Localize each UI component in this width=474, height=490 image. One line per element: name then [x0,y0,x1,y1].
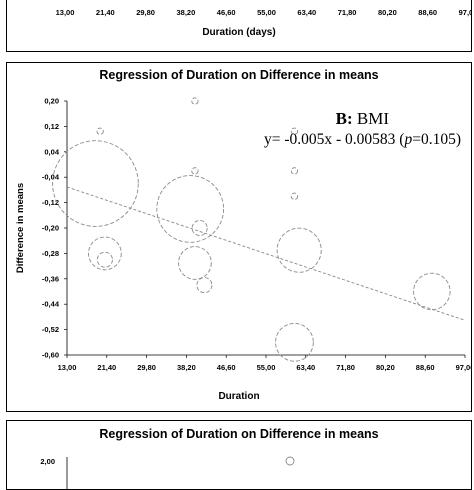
data-bubble [290,192,299,200]
p-symbol: p [404,131,413,148]
bottom-chart-panel: Regression of Duration on Difference in … [6,420,472,490]
regression-line-path [66,186,466,321]
top-x-tick-label: 21,40 [96,8,115,17]
top-chart-panel: 13,00 21,40 29,80 38,20 46,60 55,00 63,40 71,80… [6,0,472,52]
chart-title: Regression of Duration on Difference in … [99,68,379,82]
y-tick-label: -0,04 [42,173,60,182]
x-tick-label: 88,60 [416,363,435,372]
x-tick-label: 29,80 [137,363,156,372]
data-bubble [191,97,199,105]
x-tick-label: 63,40 [296,363,315,372]
data-bubble [96,251,113,268]
data-bubble [96,127,104,135]
y-tick-label: 0,20 [44,97,59,106]
top-chart-axis: 13,00 21,40 29,80 38,20 46,60 55,00 63,40 71,80… [56,8,471,17]
x-tick-label: 13,00 [58,363,77,372]
top-x-tick-label: 63,40 [297,8,316,17]
bottom-y-tick-label: 2,00 [40,457,55,466]
middle-chart-panel: Regression of Duration on Difference in … [6,62,472,412]
top-x-tick-label: 13,00 [56,8,75,17]
x-tick-label: 21,40 [97,363,116,372]
top-x-tick-labels: 13,00 21,40 29,80 38,20 46,60 55,00 63,40 71,80… [56,8,471,17]
bottom-data-bubble [285,456,295,466]
x-tick-label: 38,20 [177,363,196,372]
top-x-tick-label: 71,80 [338,8,357,17]
x-tick-label: 46,60 [217,363,236,372]
top-x-axis-title: Duration (days) [202,27,276,38]
y-tick-label: -0,20 [42,224,59,233]
data-bubble [156,175,225,243]
panel-label: B: [335,109,353,128]
equation-prefix: y= -0.005x - 0.00583 ( [263,131,405,148]
y-tick-label: 0,12 [44,122,59,131]
top-x-tick-label: 55,00 [257,8,276,17]
data-bubble [178,246,212,280]
x-tick-label: 71,80 [336,363,355,372]
data-bubbles [52,97,451,362]
data-bubble [191,219,208,237]
regression-equation: y= -0.005x - 0.00583 (p=0.105) [264,131,461,149]
top-x-tick-label: 38,20 [177,8,196,17]
top-x-tick-label: 80,20 [378,8,397,17]
data-bubble [52,140,139,227]
y-axis-title: Difference in means [15,183,26,273]
data-bubble [290,167,299,175]
top-x-tick-label: 88,60 [418,8,437,17]
y-tick-label: -0,28 [42,249,59,258]
y-tick-label: -0,12 [42,198,59,207]
regression-plot: 0,20 0,12 0,04 -0,04 -0,12 -0,20 -0,28 -0,36 -0,… [15,97,471,373]
x-axis-title: Duration [218,391,260,402]
regression-line [66,186,466,321]
x-tick-label: 97,00 [456,363,471,372]
top-x-tick-label: 29,80 [136,8,155,17]
panel-name: BMI [356,109,389,128]
y-tick-labels: 0,20 0,12 0,04 -0,04 -0,12 -0,20 -0,28 -0,36 -0,… [42,97,67,360]
bottom-chart-title: Regression of Duration on Difference in … [99,427,379,441]
y-tick-label: 0,04 [44,147,59,156]
data-bubble [191,167,199,175]
x-tick-labels: 13,00 21,40 29,80 38,20 46,60 55,00 63,40 71,80… [58,355,471,372]
y-tick-label: -0,52 [42,325,59,334]
x-tick-label: 55,00 [257,363,276,372]
data-bubble [290,127,299,135]
data-bubble [88,236,122,271]
bottom-y-tick-labels: 2,00 [40,456,295,489]
y-tick-label: -0,60 [42,351,59,360]
data-bubble [275,322,314,362]
data-bubble [196,277,213,294]
top-x-tick-label: 46,60 [217,8,236,17]
y-tick-label: -0,44 [42,300,60,309]
y-tick-label: -0,36 [42,274,59,283]
top-x-tick-label: 97,00 [459,8,471,17]
x-tick-label: 80,20 [376,363,395,372]
data-bubble [413,272,451,311]
equation-suffix: =0.105) [412,131,461,148]
panel-annotation: B: BMI [336,109,389,129]
bottom-chart-axis: 2,00 [40,456,295,489]
data-bubble [276,227,322,273]
